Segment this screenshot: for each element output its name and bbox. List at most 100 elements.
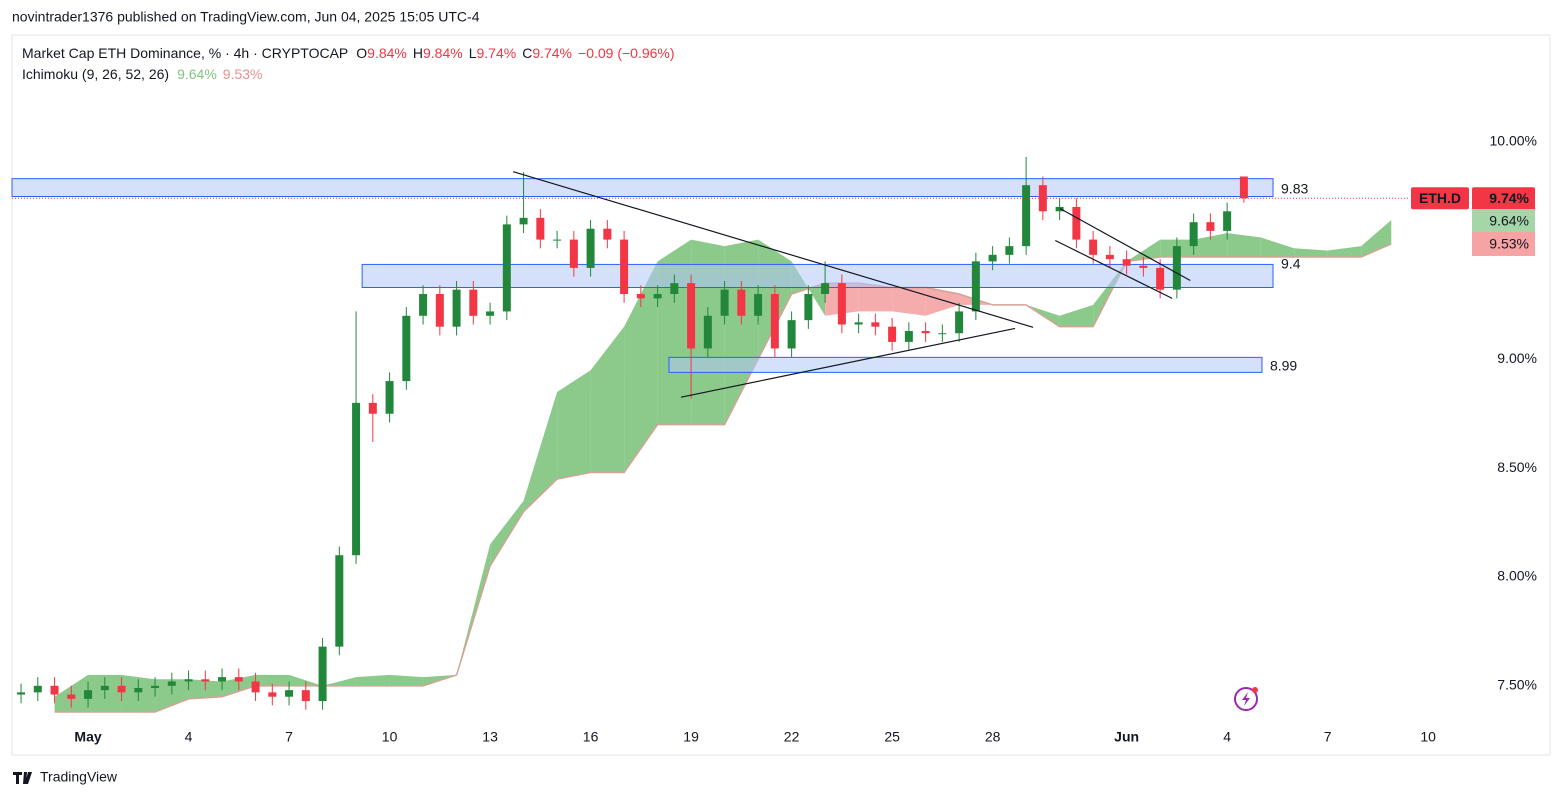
- y-tick-label: 8.50%: [1497, 459, 1537, 475]
- candle-body: [335, 555, 344, 647]
- candle-body: [268, 692, 277, 697]
- x-tick-label: 7: [1324, 729, 1332, 745]
- candle-body: [469, 289, 478, 316]
- candle-body: [435, 294, 444, 327]
- candle-body: [368, 402, 377, 414]
- indicator-name: Ichimoku (9, 26, 52, 26): [22, 66, 169, 82]
- candle-body: [1005, 246, 1014, 255]
- candle-body: [1239, 176, 1248, 199]
- candle-body: [100, 685, 109, 691]
- ohlc-value: 9.74%: [532, 45, 572, 61]
- candle-body: [854, 322, 863, 325]
- cloud-segment: [1227, 233, 1261, 258]
- candle-body: [737, 289, 746, 316]
- symbol-badge: [1411, 187, 1469, 210]
- x-tick-label: 22: [784, 729, 800, 745]
- cloud-segment: [858, 283, 893, 312]
- overlay: 10.00% 9.00% 8.50% 8.00% 7.50% May 4 7 10 13 16 19 2…: [12, 45, 1537, 745]
- cloud-segment: [490, 500, 524, 567]
- x-tick-label: 4: [1223, 729, 1231, 745]
- cloud-segment: [590, 326, 625, 473]
- y-tick-label: 9.00%: [1497, 350, 1537, 366]
- x-tick-label: 28: [985, 729, 1001, 745]
- trend-line: [1059, 207, 1191, 282]
- cloud-segment: [255, 674, 290, 686]
- candle-body: [84, 690, 93, 699]
- cloud-segment: [1361, 220, 1392, 258]
- y-tick-label: 10.00%: [1490, 132, 1537, 148]
- zone-label: 8.99: [1270, 358, 1297, 374]
- x-tick-label: 10: [1420, 729, 1436, 745]
- chart-frame: [11, 34, 1551, 756]
- candle-body: [402, 315, 411, 382]
- ohlc-value: 9.84%: [367, 45, 407, 61]
- candle-body: [804, 294, 813, 321]
- candle-body: [636, 294, 645, 299]
- candle-body: [770, 294, 779, 349]
- plot-area: 9.83 9.4 8.99: [11, 156, 1392, 713]
- candle-body: [938, 333, 947, 335]
- ohlc-key: C: [522, 45, 532, 61]
- candle-body: [754, 294, 763, 316]
- candle-body: [419, 294, 428, 316]
- candle-body: [33, 685, 42, 693]
- candle-body: [117, 685, 126, 693]
- cloud-segment: [1059, 304, 1094, 327]
- price-label: 9.74%: [1489, 190, 1529, 206]
- change-value: −0.09 (−0.96%): [578, 45, 675, 61]
- candle-body: [787, 320, 796, 349]
- candle-body: [167, 681, 176, 686]
- candle-body: [553, 239, 562, 241]
- candle-body: [1223, 211, 1232, 231]
- candle-body: [318, 646, 327, 702]
- zone: [361, 263, 1274, 288]
- candle-body: [502, 224, 511, 312]
- cloud-segment: [289, 674, 323, 686]
- candle-body: [1206, 222, 1215, 231]
- candle-body: [1139, 265, 1148, 268]
- cloud-segment: [925, 287, 960, 316]
- candle-body: [1122, 259, 1131, 266]
- x-tick-label: 19: [683, 729, 699, 745]
- ohlc-key: H: [413, 45, 423, 61]
- y-tick-label: 8.00%: [1497, 568, 1537, 584]
- candle-body: [536, 217, 545, 240]
- candle-body: [67, 694, 76, 699]
- candle-body: [1172, 246, 1181, 290]
- cloud-segment: [1327, 246, 1362, 258]
- zone: [668, 356, 1263, 373]
- candle-body: [720, 289, 729, 316]
- indicator-value: 9.53%: [223, 66, 263, 82]
- candle-body: [151, 685, 160, 688]
- x-tick-label: 13: [482, 729, 498, 745]
- candle-body: [1038, 185, 1047, 212]
- candle-body: [486, 311, 495, 316]
- x-tick-label: 10: [382, 729, 398, 745]
- x-tick-label: 7: [285, 729, 293, 745]
- cloud-segment: [356, 674, 390, 686]
- candle-body: [184, 679, 193, 682]
- candle-body: [837, 283, 846, 325]
- x-tick-label: May: [74, 729, 101, 745]
- candle-body: [988, 254, 997, 262]
- ohlc-value: 9.84%: [423, 45, 463, 61]
- cloud-segment: [389, 674, 424, 686]
- indicator-legend: Ichimoku (9, 26, 52, 26) 9.64% 9.53%: [22, 66, 262, 82]
- candle-body: [703, 315, 712, 349]
- candle-body: [1072, 206, 1081, 240]
- zone-label: 9.4: [1281, 256, 1301, 272]
- candle-body: [251, 681, 260, 693]
- candle-body: [1189, 222, 1198, 247]
- candle-body: [17, 692, 26, 695]
- span-b-line: [54, 243, 1392, 713]
- candle-body: [519, 217, 528, 225]
- candle-body: [234, 677, 243, 682]
- ohlc-value: 9.74%: [476, 45, 516, 61]
- candle-body: [352, 402, 361, 556]
- cloud-segment: [1260, 237, 1295, 258]
- zone-label: 9.83: [1281, 180, 1308, 196]
- cloud-segment: [1294, 248, 1328, 258]
- cloud-segment: [1126, 239, 1161, 262]
- candle-body: [285, 690, 294, 697]
